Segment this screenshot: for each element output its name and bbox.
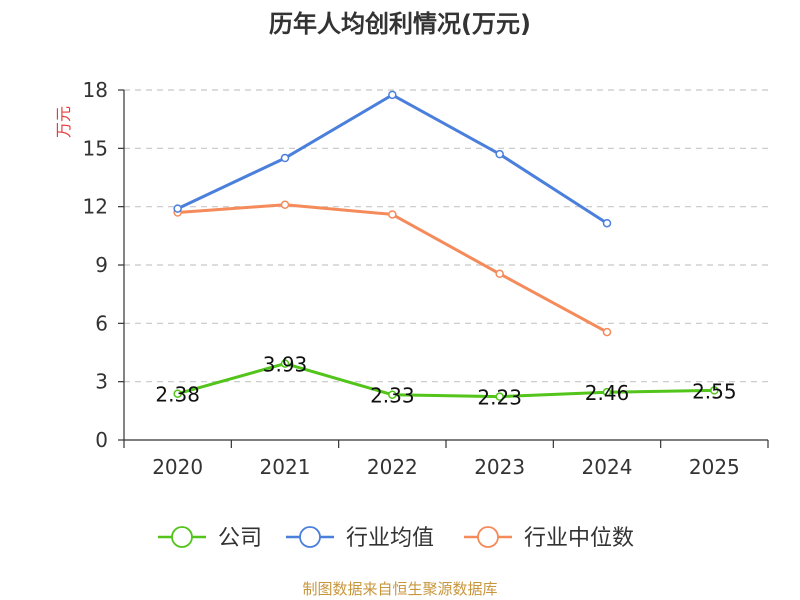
y-tick-label-0: 0 — [95, 428, 108, 452]
data-label-2023: 2.23 — [477, 386, 522, 410]
y-tick-label-3: 3 — [95, 370, 108, 394]
y-axis-label: 万元 — [54, 106, 73, 138]
data-label-2025: 2.55 — [692, 379, 737, 403]
legend-label-0: 公司 — [218, 526, 262, 551]
data-label-2022: 2.33 — [370, 384, 415, 408]
x-tick-label-2025: 2025 — [689, 455, 740, 479]
point-0-2024[interactable] — [602, 387, 612, 397]
point-1-2024[interactable] — [602, 218, 612, 228]
point-0-2021[interactable] — [280, 359, 290, 368]
legend-label-1: 行业均值 — [346, 526, 434, 551]
y-tick-label-6: 6 — [95, 311, 108, 335]
y-tick-label-9: 9 — [95, 253, 108, 277]
data-label-2020: 2.38 — [155, 383, 200, 407]
point-1-2021[interactable] — [280, 153, 290, 163]
legend-item-2[interactable]: 行业中位数 — [464, 526, 634, 551]
legend-label-2: 行业中位数 — [524, 526, 634, 551]
x-tick-label-2021: 2021 — [260, 455, 311, 479]
y-tick-label-12: 12 — [83, 195, 108, 219]
data-labels: 2.38 3.93 2.33 2.23 2.46 2.55 — [155, 353, 736, 410]
point-0-2025[interactable] — [710, 386, 719, 395]
series-line-0 — [177, 362, 715, 399]
legend-marker-0 — [171, 526, 193, 548]
legend-item-1[interactable]: 行业均值 — [286, 526, 434, 551]
x-tick-label-2024: 2024 — [582, 455, 633, 479]
legend-marker-2 — [477, 526, 499, 548]
legend-marker-1 — [299, 526, 321, 548]
legend-item-0[interactable]: 公司 — [158, 526, 262, 551]
legend[interactable]: 公司 行业均值 行业中位数 — [158, 526, 634, 551]
point-1-2022[interactable] — [388, 90, 397, 100]
point-1-2020[interactable] — [173, 204, 182, 213]
data-label-2021: 3.93 — [263, 353, 308, 377]
point-2-2022[interactable] — [388, 210, 397, 219]
axes: 0 3 6 9 12 15 18 2020 2021 2022 2023 2024 2025 — [83, 78, 769, 479]
grid-lines — [124, 89, 768, 383]
point-0-2022[interactable] — [388, 390, 397, 399]
x-tick-label-2022: 2022 — [367, 455, 418, 479]
data-label-2024: 2.46 — [585, 381, 630, 405]
point-0-2020[interactable] — [173, 389, 182, 398]
series-group — [173, 90, 719, 401]
point-1-2023[interactable] — [495, 149, 504, 159]
chart-title: 历年人均创利情况(万元) — [269, 10, 531, 38]
point-2-2024[interactable] — [602, 327, 612, 337]
x-tick-label-2020: 2020 — [152, 455, 203, 479]
point-2-2021[interactable] — [280, 200, 290, 209]
point-0-2023[interactable] — [495, 392, 504, 401]
series-line-2 — [177, 203, 608, 334]
y-tick-label-18: 18 — [83, 78, 108, 102]
source-note: 制图数据来自恒生聚源数据库 — [302, 580, 497, 598]
x-tick-label-2023: 2023 — [474, 455, 525, 479]
y-tick-label-15: 15 — [83, 136, 108, 160]
series-line-1 — [177, 93, 608, 225]
point-2-2023[interactable] — [495, 269, 504, 278]
